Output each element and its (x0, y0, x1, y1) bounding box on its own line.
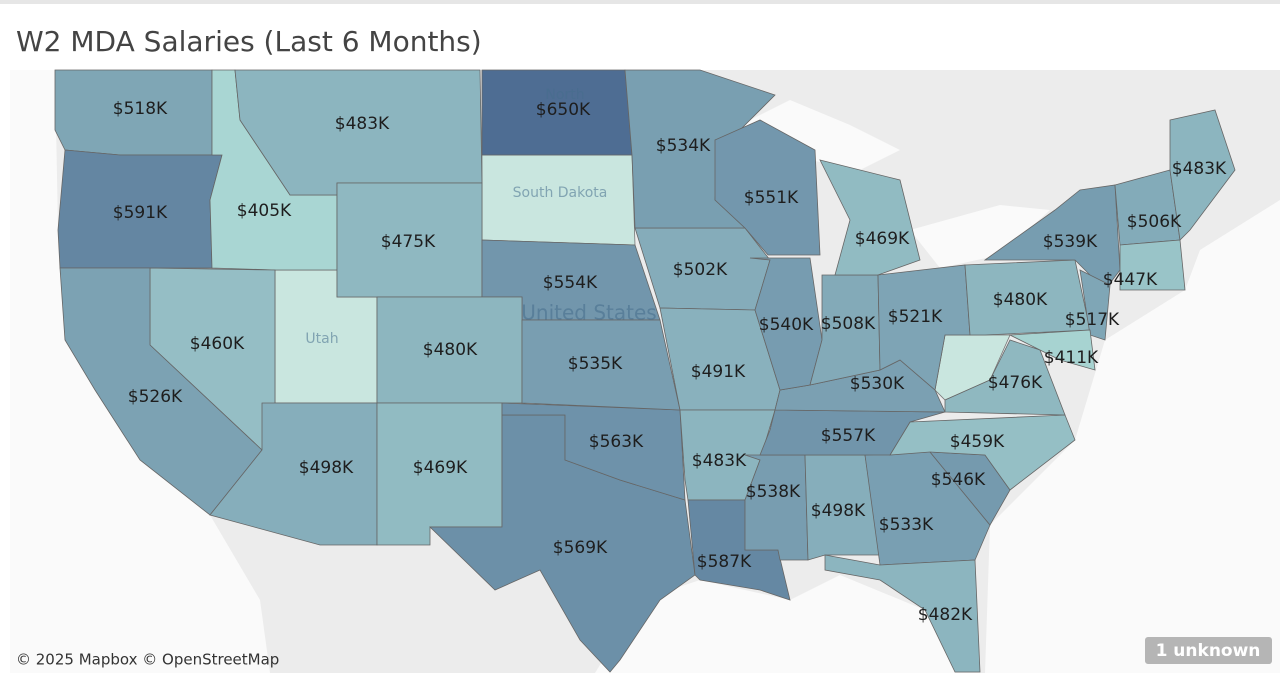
value-label: $480K (993, 290, 1048, 310)
value-label: $539K (1043, 232, 1098, 252)
value-label: $459K (950, 432, 1005, 452)
value-label: $469K (855, 229, 910, 249)
attribution: © 2025 Mapbox © OpenStreetMap (16, 651, 279, 669)
value-label: $587K (697, 552, 752, 572)
value-label: $469K (413, 458, 468, 478)
value-label: $476K (988, 373, 1043, 393)
value-label: $482K (918, 605, 973, 625)
state (1119, 239, 1186, 291)
state (964, 259, 1091, 336)
value-label: $480K (423, 340, 478, 360)
value-label: $498K (811, 501, 866, 521)
value-label: $540K (759, 315, 814, 335)
basemap-label: United States (521, 301, 656, 325)
unknown-label[interactable]: 1 unknown (1156, 641, 1261, 661)
value-label: $650K (536, 100, 591, 120)
value-label: $483K (335, 114, 390, 134)
atlantic (985, 200, 1280, 673)
state (824, 554, 981, 673)
value-label: $534K (656, 136, 711, 156)
basemap-label: South Dakota (513, 185, 608, 201)
value-label: $460K (190, 334, 245, 354)
value-label: $521K (888, 307, 943, 327)
state (1008, 329, 1096, 371)
value-label: $491K (691, 362, 746, 382)
states (54, 69, 1236, 673)
value-label: $530K (850, 374, 905, 394)
state (1169, 109, 1236, 241)
unknown-badge[interactable] (1145, 637, 1272, 664)
value-label: $475K (381, 232, 436, 252)
value-label: $483K (692, 451, 747, 471)
basemap-label: Utah (305, 331, 338, 347)
value-label: $569K (553, 538, 608, 558)
value-label: $502K (673, 260, 728, 280)
gulf (595, 575, 955, 673)
state (889, 414, 1076, 491)
pacific (10, 70, 270, 673)
value-label: $591K (113, 203, 168, 223)
value-label: $533K (879, 515, 934, 535)
value-label: $535K (568, 354, 623, 374)
top-bar (0, 0, 1280, 4)
value-label: $508K (821, 314, 876, 334)
value-label: $551K (744, 188, 799, 208)
value-label: $563K (589, 432, 644, 452)
value-label: $546K (931, 470, 986, 490)
value-label: $557K (821, 426, 876, 446)
value-label: $517K (1065, 310, 1120, 330)
state (944, 339, 1066, 416)
value-label: $518K (113, 99, 168, 119)
state (1079, 269, 1111, 341)
value-label: $447K (1103, 270, 1158, 290)
value-label: $506K (1127, 212, 1182, 232)
labels: $518K $591K $405K $483K $650K $475K $554K $480K… (113, 87, 1227, 625)
value-label: $538K (746, 482, 801, 502)
map: $518K $591K $405K $483K $650K $475K $554K $480K… (10, 69, 1280, 673)
state (749, 257, 823, 391)
value-label: $483K (1172, 159, 1227, 179)
lakes (730, 100, 1050, 268)
value-label: $526K (128, 387, 183, 407)
state (714, 119, 821, 256)
value-label: $554K (543, 273, 598, 293)
value-label: $411K (1044, 348, 1099, 368)
value-label: $498K (299, 458, 354, 478)
title: W2 MDA Salaries (Last 6 Months) (16, 25, 482, 58)
value-label: $405K (237, 201, 292, 221)
basemap-label: North (545, 87, 584, 103)
